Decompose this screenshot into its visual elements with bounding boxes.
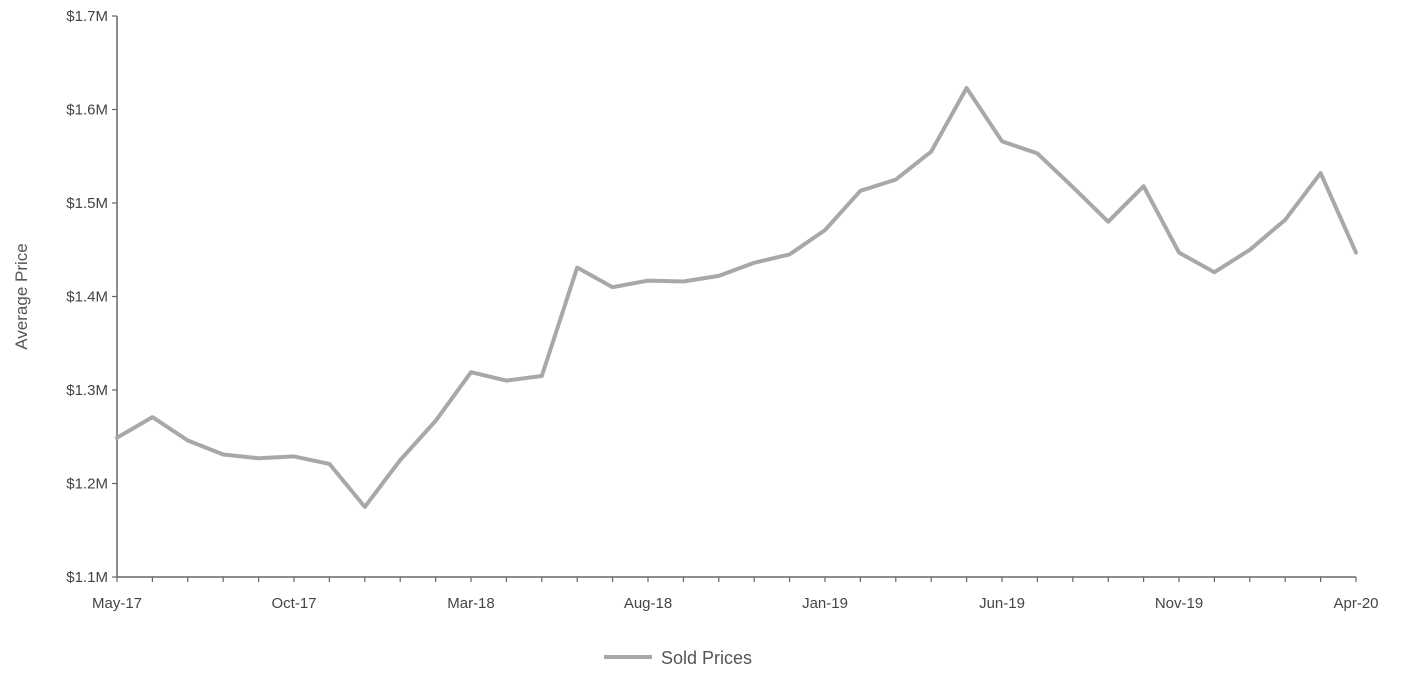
y-axis-title: Average Price [12, 243, 31, 349]
x-tick-label: Apr-20 [1333, 595, 1378, 612]
x-tick-label: May-17 [92, 595, 142, 612]
y-tick-label: $1.3M [66, 382, 108, 399]
y-tick-label: $1.1M [66, 569, 108, 586]
y-tick-label: $1.6M [66, 102, 108, 119]
x-tick-label: Jan-19 [802, 595, 848, 612]
y-tick-label: $1.5M [66, 195, 108, 212]
x-tick-label: Nov-19 [1155, 595, 1203, 612]
x-tick-label: Mar-18 [447, 595, 495, 612]
x-tick-label: Oct-17 [271, 595, 316, 612]
x-tick-label: Aug-18 [624, 595, 672, 612]
x-tick-label: Jun-19 [979, 595, 1025, 612]
series-line-sold-prices [115, 86, 1358, 509]
legend-label: Sold Prices [661, 648, 752, 668]
y-tick-label: $1.2M [66, 476, 108, 493]
y-tick-label: $1.4M [66, 289, 108, 306]
y-tick-label: $1.7M [66, 8, 108, 25]
